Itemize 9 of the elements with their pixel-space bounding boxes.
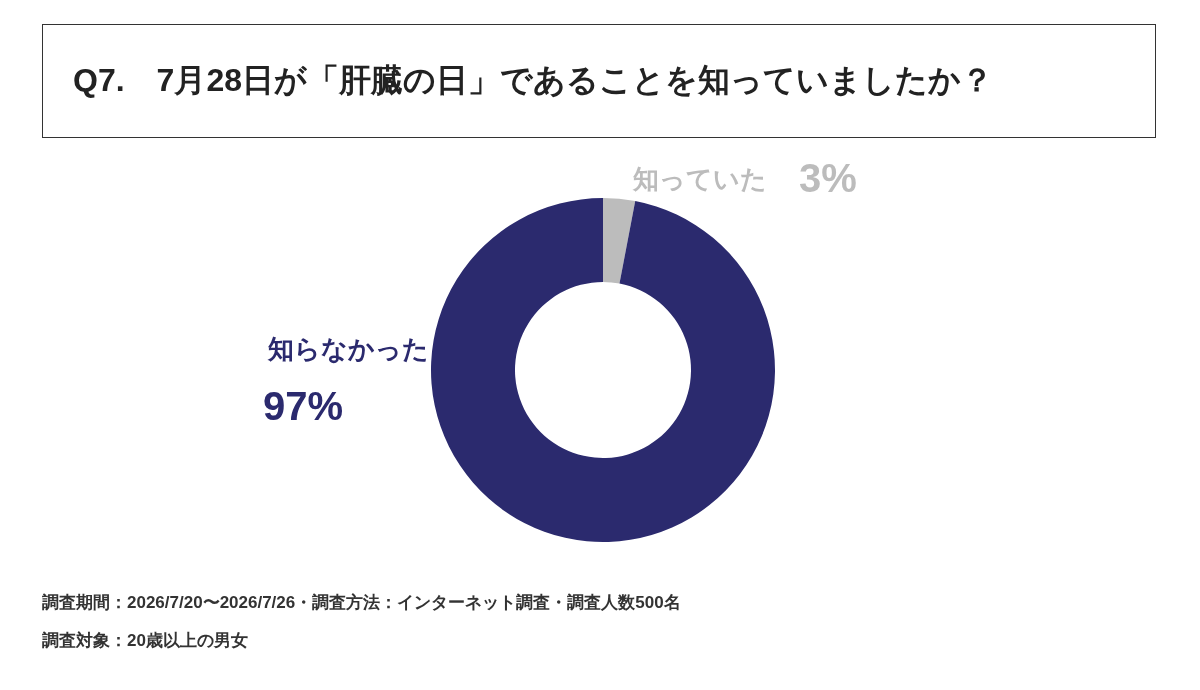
donut-slice bbox=[431, 198, 775, 542]
slice-label: 知らなかった bbox=[267, 334, 429, 364]
chart-title: Q7. 7月28日が「肝臓の日」であることを知っていましたか？ bbox=[42, 24, 1156, 138]
data-label: 3% bbox=[799, 156, 857, 200]
text: 調査対象：20歳以上の男女 bbox=[42, 630, 249, 652]
donut-slice bbox=[603, 198, 636, 284]
text: 調査期間：2026/7/20〜2026/7/26・調査方法：インターネット調査・調査人数500名 bbox=[42, 592, 681, 614]
data-label: 97% bbox=[262, 384, 344, 428]
slice-label: 知っていた bbox=[632, 164, 767, 194]
